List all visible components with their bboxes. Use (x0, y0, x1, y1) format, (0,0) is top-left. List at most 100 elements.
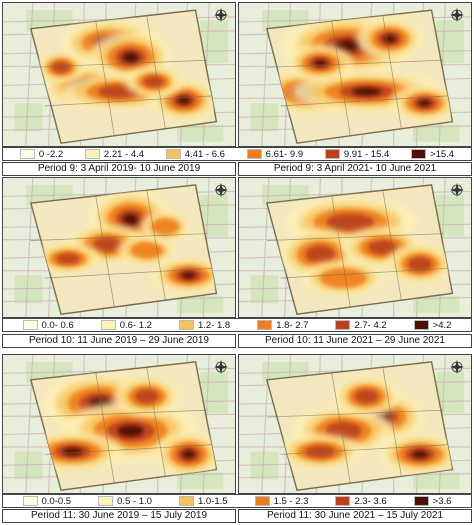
legend-label: 0.0- 0.6 (41, 319, 74, 331)
heatmap-map (239, 178, 471, 317)
heatmap-map (3, 178, 235, 317)
legend-swatch (413, 496, 429, 506)
legend-label: 2.7- 4.2 (354, 319, 387, 331)
legend-label: 4.41 - 6.6 (184, 148, 225, 160)
legend-label: >3.6 (432, 495, 452, 507)
density-contour (181, 271, 196, 279)
legend-label: >15.4 (430, 148, 455, 160)
legend-item: 0 -2.2 (19, 148, 64, 160)
road-line (261, 178, 270, 317)
hotspot (155, 432, 217, 477)
heatmap-map (3, 355, 235, 493)
legend-item: 2.3- 3.6 (335, 496, 387, 507)
hotspot (140, 211, 191, 242)
road-line (261, 355, 270, 493)
density-contour (134, 389, 159, 404)
density-contour (182, 450, 196, 459)
legend-item: 0.0- 0.6 (22, 319, 74, 331)
legend-swatch (257, 320, 273, 330)
density-contour (122, 213, 139, 226)
park-area (177, 472, 224, 489)
hotspot (113, 376, 181, 417)
compass-icon (450, 183, 464, 197)
legend-item: >4.2 (413, 320, 451, 331)
park-area (436, 194, 465, 237)
road-line (261, 3, 270, 146)
density-contour (122, 52, 139, 63)
district-boundary (146, 190, 166, 301)
density-contour (335, 39, 362, 52)
heatmap-map (239, 355, 471, 493)
map-panel (2, 354, 236, 494)
legend-label: 0.6- 1.2 (119, 319, 152, 331)
legend: 0.0- 0.6 0.6- 1.2 1.2- 1.8 1.8- 2.7 2.7- 4.2… (2, 318, 472, 332)
park-area (436, 371, 465, 413)
legend-swatch (84, 149, 100, 159)
density-contour (418, 99, 432, 107)
district-boundary (280, 95, 448, 107)
map-panel (2, 177, 236, 318)
hotspot (34, 243, 102, 274)
density-contour (92, 237, 123, 252)
density-contour (305, 445, 336, 458)
legend-swatch (98, 496, 114, 506)
district-boundary (266, 233, 444, 241)
district-boundary (266, 59, 444, 68)
legend-item: 1.2- 1.8 (178, 319, 231, 331)
legend-swatch (411, 149, 427, 159)
legend-item: 2.7- 4.2 (335, 319, 387, 331)
district-boundary (382, 367, 402, 477)
district-boundary (331, 196, 351, 308)
district-boundary (30, 59, 208, 68)
district-boundary (146, 367, 166, 477)
hotspot (124, 66, 184, 98)
district-boundary (95, 196, 115, 308)
legend: 0.0-0.5 0.5 - 1.0 1.0-1.5 1.5 - 2.3 2.3- 3.6… (2, 494, 472, 508)
district-boundary (382, 190, 402, 301)
legend-label: 1.5 - 2.3 (273, 495, 309, 507)
legend-swatch (22, 320, 38, 330)
park-area (436, 20, 465, 64)
density-contour (143, 76, 165, 88)
district-boundary (280, 267, 448, 279)
density-contour (305, 245, 336, 264)
legend-label: 1.0-1.5 (197, 495, 228, 507)
hotspot-layer (30, 373, 217, 477)
legend-item: 2.21 - 4.4 (84, 149, 144, 160)
legend-swatch (100, 320, 116, 330)
legend-item: 0.6- 1.2 (100, 319, 152, 331)
hotspot (301, 260, 386, 296)
legend-item: >3.6 (413, 495, 452, 507)
legend-label: 1.8- 2.7 (276, 319, 309, 331)
legend-label: 1.2- 1.8 (197, 319, 231, 331)
hotspot (333, 376, 401, 417)
panel-caption: Period 11: 30 June 2021 – 15 July 2021 (238, 509, 472, 523)
panel-caption: Period 11: 30 June 2019 – 15 July 2019 (2, 509, 236, 523)
district-boundary (280, 444, 448, 455)
density-contour (320, 268, 367, 288)
legend-label: 0 -2.2 (38, 148, 64, 160)
legend-swatch (246, 149, 262, 159)
park-area (200, 20, 229, 64)
map-panel (238, 2, 472, 147)
density-contour (117, 425, 144, 437)
legend-label: 6.61- 9.9 (265, 148, 304, 160)
district-boundary (95, 372, 115, 484)
compass-icon (450, 8, 464, 22)
compass-icon (214, 183, 228, 197)
density-contour (177, 96, 191, 105)
legend-item: >15.4 (411, 149, 454, 160)
legend-swatch (254, 496, 270, 506)
legend-item: 0.0-0.5 (22, 496, 71, 507)
density-contour (62, 447, 83, 456)
density-contour (354, 389, 379, 404)
legend-item: 4.41 - 6.6 (165, 148, 225, 160)
panel-caption: Period 10: 11 June 2019 – 29 June 2019 (2, 334, 236, 348)
panel-caption: Period 9: 3 April 2019- 10 June 2019 (2, 162, 236, 176)
district-boundary (44, 444, 212, 455)
compass-icon (450, 360, 464, 374)
density-contour (130, 241, 164, 259)
hotspot (278, 434, 362, 469)
park-area (413, 124, 460, 142)
park-area (200, 194, 229, 237)
